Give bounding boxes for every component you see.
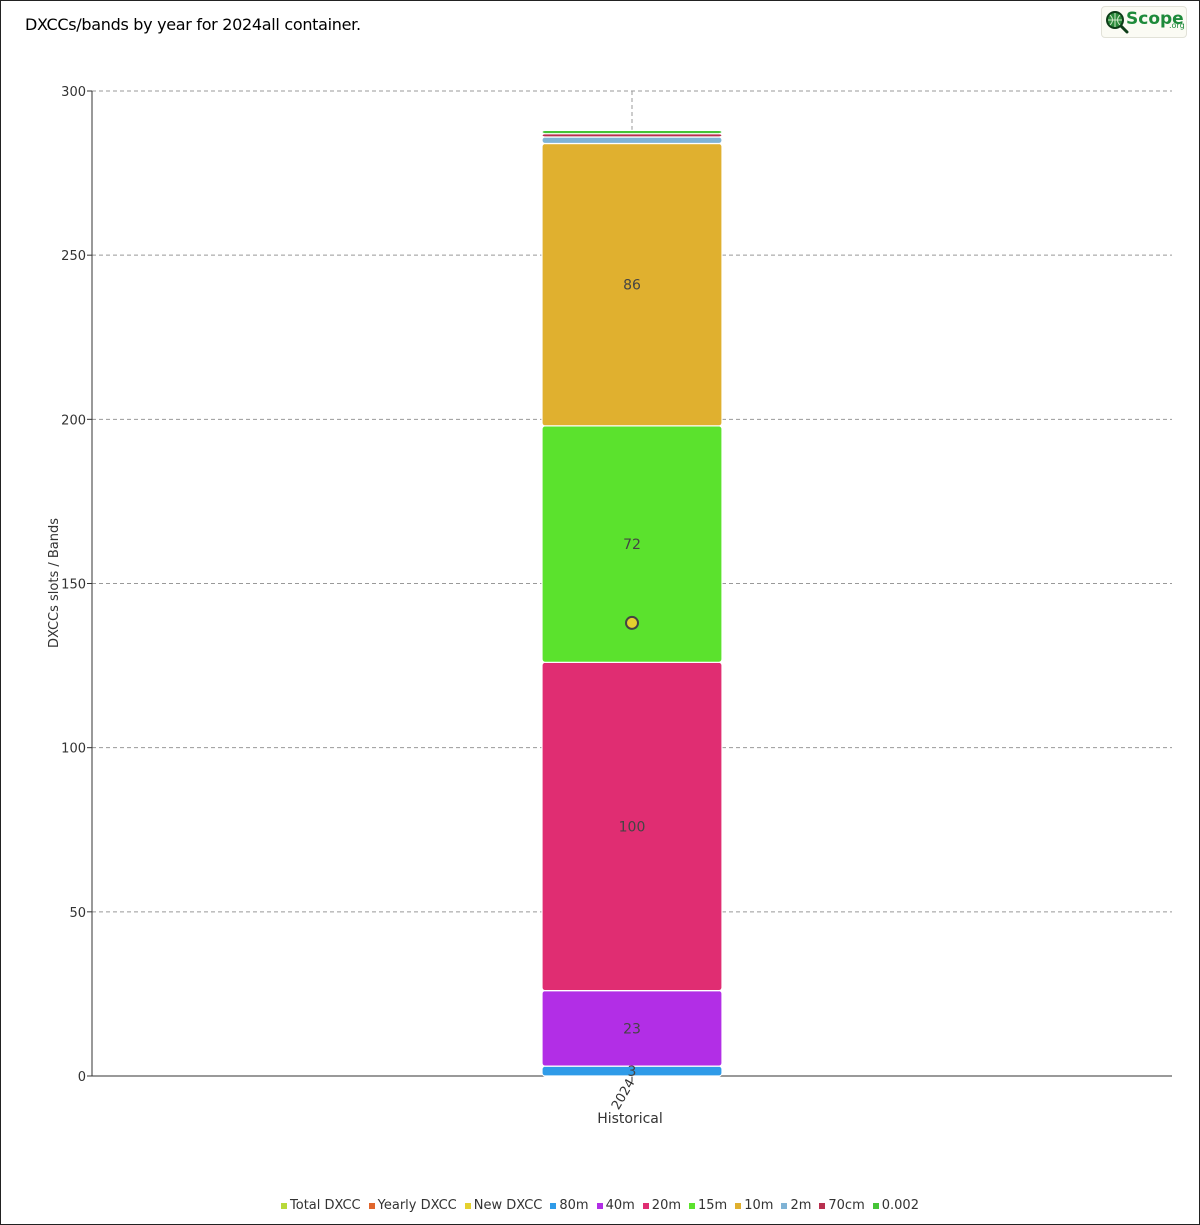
legend-label: 80m xyxy=(559,1198,589,1213)
legend-item[interactable]: 0.002 xyxy=(872,1198,919,1213)
data-label-10m: 86 xyxy=(623,278,641,294)
legend-item[interactable]: 20m xyxy=(642,1198,682,1213)
y-axis-label: DXCCs slots / Bands xyxy=(47,518,62,648)
y-tick-label: 100 xyxy=(61,742,86,757)
legend-swatch xyxy=(781,1202,788,1209)
data-label-15m: 72 xyxy=(623,537,641,553)
y-tick-label: 50 xyxy=(69,906,86,921)
legend-swatch xyxy=(689,1202,696,1209)
logo-suffix: .org xyxy=(1169,21,1185,30)
legend-swatch xyxy=(281,1202,288,1209)
qscope-logo[interactable]: Scope .org xyxy=(1101,6,1187,38)
legend-label: 15m xyxy=(698,1198,728,1213)
stacked-bar-chart: 0 50 100 150 200 250 300 2024 3 23 100 72 86 DXCCs … xyxy=(47,85,1172,1127)
y-tick-label: 250 xyxy=(61,249,86,264)
data-label-40m: 23 xyxy=(623,1021,641,1037)
legend-label: Total DXCC xyxy=(290,1198,361,1213)
legend-label: 2m xyxy=(790,1198,812,1213)
legend-swatch xyxy=(819,1202,826,1209)
legend-item[interactable]: 40m xyxy=(596,1198,635,1213)
bars xyxy=(541,129,723,1077)
y-tick-label: 300 xyxy=(61,85,86,100)
bar-segment-0.002[interactable] xyxy=(541,129,723,135)
legend-item[interactable]: 10m xyxy=(735,1198,773,1213)
legend-label: 10m xyxy=(744,1198,774,1213)
y-tick-label: 150 xyxy=(61,578,86,593)
legend-swatch xyxy=(368,1202,375,1209)
legend-swatch xyxy=(550,1202,557,1209)
data-label-80m: 3 xyxy=(628,1064,637,1080)
legend-label: 20m xyxy=(651,1198,682,1213)
legend-item[interactable]: Total DXCC xyxy=(281,1198,361,1213)
y-tick-label: 200 xyxy=(61,413,86,428)
x-axis-label: Historical xyxy=(597,1111,663,1127)
data-label-20m: 100 xyxy=(619,819,646,835)
legend-label: Yearly DXCC xyxy=(377,1198,457,1213)
logo-text: Scope xyxy=(1126,9,1184,29)
legend-item[interactable]: 70cm xyxy=(819,1198,865,1213)
legend-label: 0.002 xyxy=(881,1198,919,1213)
legend-item[interactable]: 15m xyxy=(689,1198,727,1213)
legend-swatch xyxy=(596,1202,603,1209)
legend-swatch xyxy=(872,1202,879,1209)
legend-item[interactable]: 80m xyxy=(550,1198,589,1213)
points xyxy=(625,615,639,630)
legend-label: 70cm xyxy=(828,1198,865,1213)
legend-item[interactable]: New DXCC xyxy=(464,1198,543,1213)
legend-label: 40m xyxy=(605,1198,635,1213)
legend-swatch xyxy=(464,1202,471,1209)
legend-label: New DXCC xyxy=(473,1198,543,1213)
data-labels: 3 23 100 72 86 xyxy=(619,278,646,1080)
magnifier-globe-icon xyxy=(1106,11,1129,34)
y-tick-label: 0 xyxy=(78,1070,86,1085)
x-tick-label: 2024 xyxy=(609,1077,639,1113)
point-new-dxcc[interactable] xyxy=(625,615,639,630)
legend-item[interactable]: 2m xyxy=(781,1198,811,1213)
legend: Total DXCC Yearly DXCC New DXCC 80m 40m 20m 15… xyxy=(0,1198,1200,1213)
legend-swatch xyxy=(642,1202,649,1209)
bar-segment-2m[interactable] xyxy=(541,136,723,145)
legend-item[interactable]: Yearly DXCC xyxy=(368,1198,457,1213)
legend-swatch xyxy=(735,1202,742,1209)
chart-title: DXCCs/bands by year for 2024all containe… xyxy=(25,15,361,34)
